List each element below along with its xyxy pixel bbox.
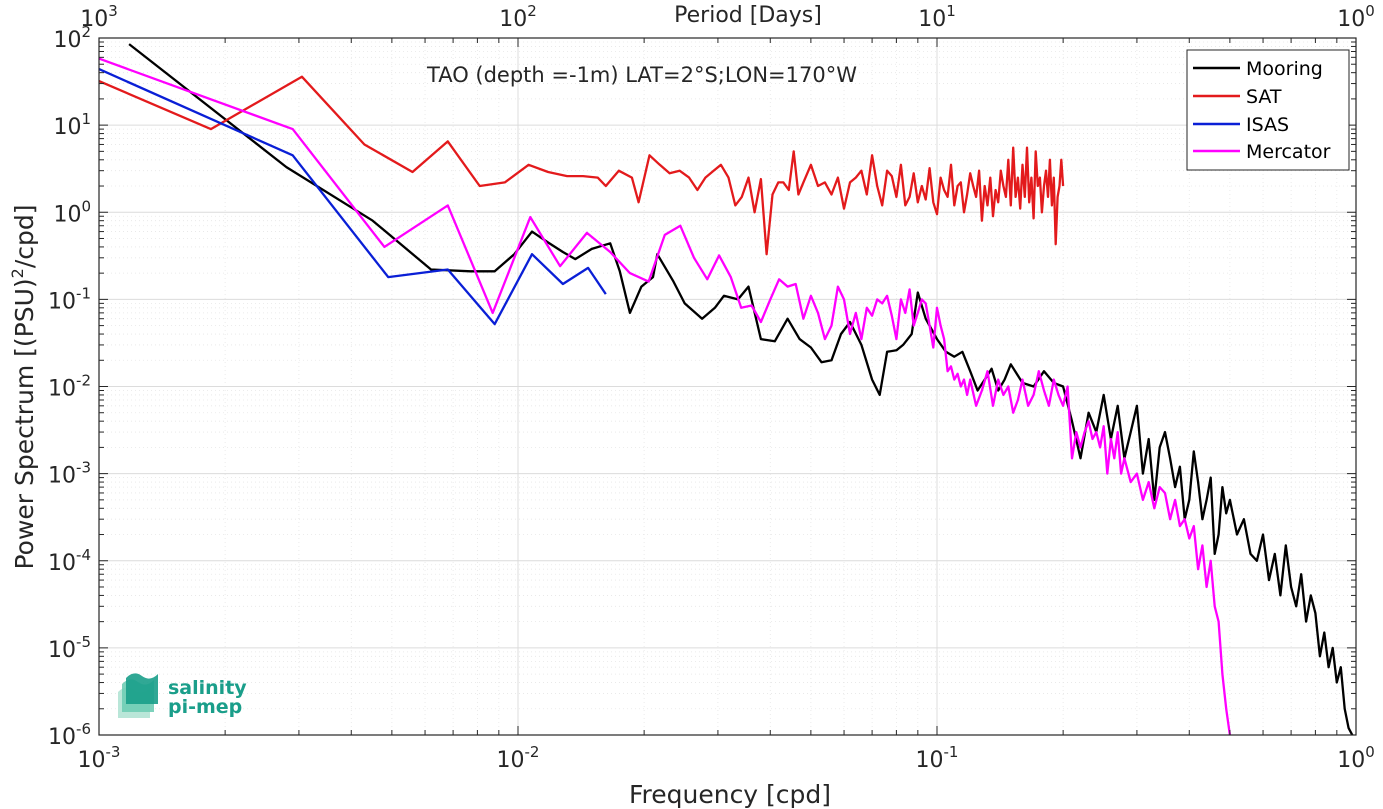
tick-marks: [98, 38, 1356, 736]
series-group: [98, 43, 1354, 736]
y-tick-label: 10-4: [48, 546, 91, 576]
top-tick-label: 101: [918, 2, 956, 32]
chart-title: TAO (depth =-1m) LAT=2°S;LON=170°W: [426, 63, 857, 87]
top-tick-label: 102: [499, 2, 537, 32]
y-axis-label-tail: /cpd]: [10, 205, 39, 269]
y-tick-label: 10-2: [48, 372, 91, 402]
legend-label-mercator: Mercator: [1246, 141, 1331, 163]
y-tick-label: 102: [53, 23, 91, 53]
x-tick-label: 100: [1337, 743, 1375, 773]
logo: salinity pi-mep: [118, 673, 247, 718]
top-tick-label: 100: [1337, 2, 1375, 32]
y-tick-label: 100: [53, 197, 91, 227]
top-tick-label: 103: [80, 2, 118, 32]
x-tick-label: 10-1: [916, 743, 959, 773]
x-axis-label: Frequency [cpd]: [629, 780, 831, 809]
series-line-mooring: [128, 43, 1354, 736]
x-tick-label: 10-2: [497, 743, 540, 773]
logo-waves-icon: [118, 673, 158, 718]
series-line-sat: [98, 75, 1065, 256]
legend-label-isas: ISAS: [1246, 114, 1289, 136]
y-tick-label: 10-6: [48, 720, 91, 750]
top-x-axis-label: Period [Days]: [674, 3, 822, 28]
y-tick-label: 10-3: [48, 459, 91, 489]
logo-text-line1: salinity: [168, 677, 247, 699]
legend-label-mooring: Mooring: [1246, 58, 1323, 80]
y-axis-label: Power Spectrum [(PSU)2/cpd]: [8, 205, 39, 570]
y-tick-label: 10-5: [48, 633, 91, 663]
y-tick-label: 10-1: [48, 284, 91, 314]
y-tick-label: 101: [53, 110, 91, 140]
series-line-mercator: [98, 57, 1232, 736]
legend: Mooring SAT ISAS Mercator: [1186, 49, 1350, 171]
grid: [98, 38, 1356, 736]
y-axis-label-main: Power Spectrum [(PSU): [10, 278, 39, 569]
logo-text-line2: pi-mep: [168, 696, 242, 718]
x-tick-label: 10-3: [78, 743, 121, 773]
series-line-isas: [98, 68, 607, 326]
y-axis-label-sup: 2: [8, 268, 27, 278]
legend-label-sat: SAT: [1246, 86, 1282, 108]
